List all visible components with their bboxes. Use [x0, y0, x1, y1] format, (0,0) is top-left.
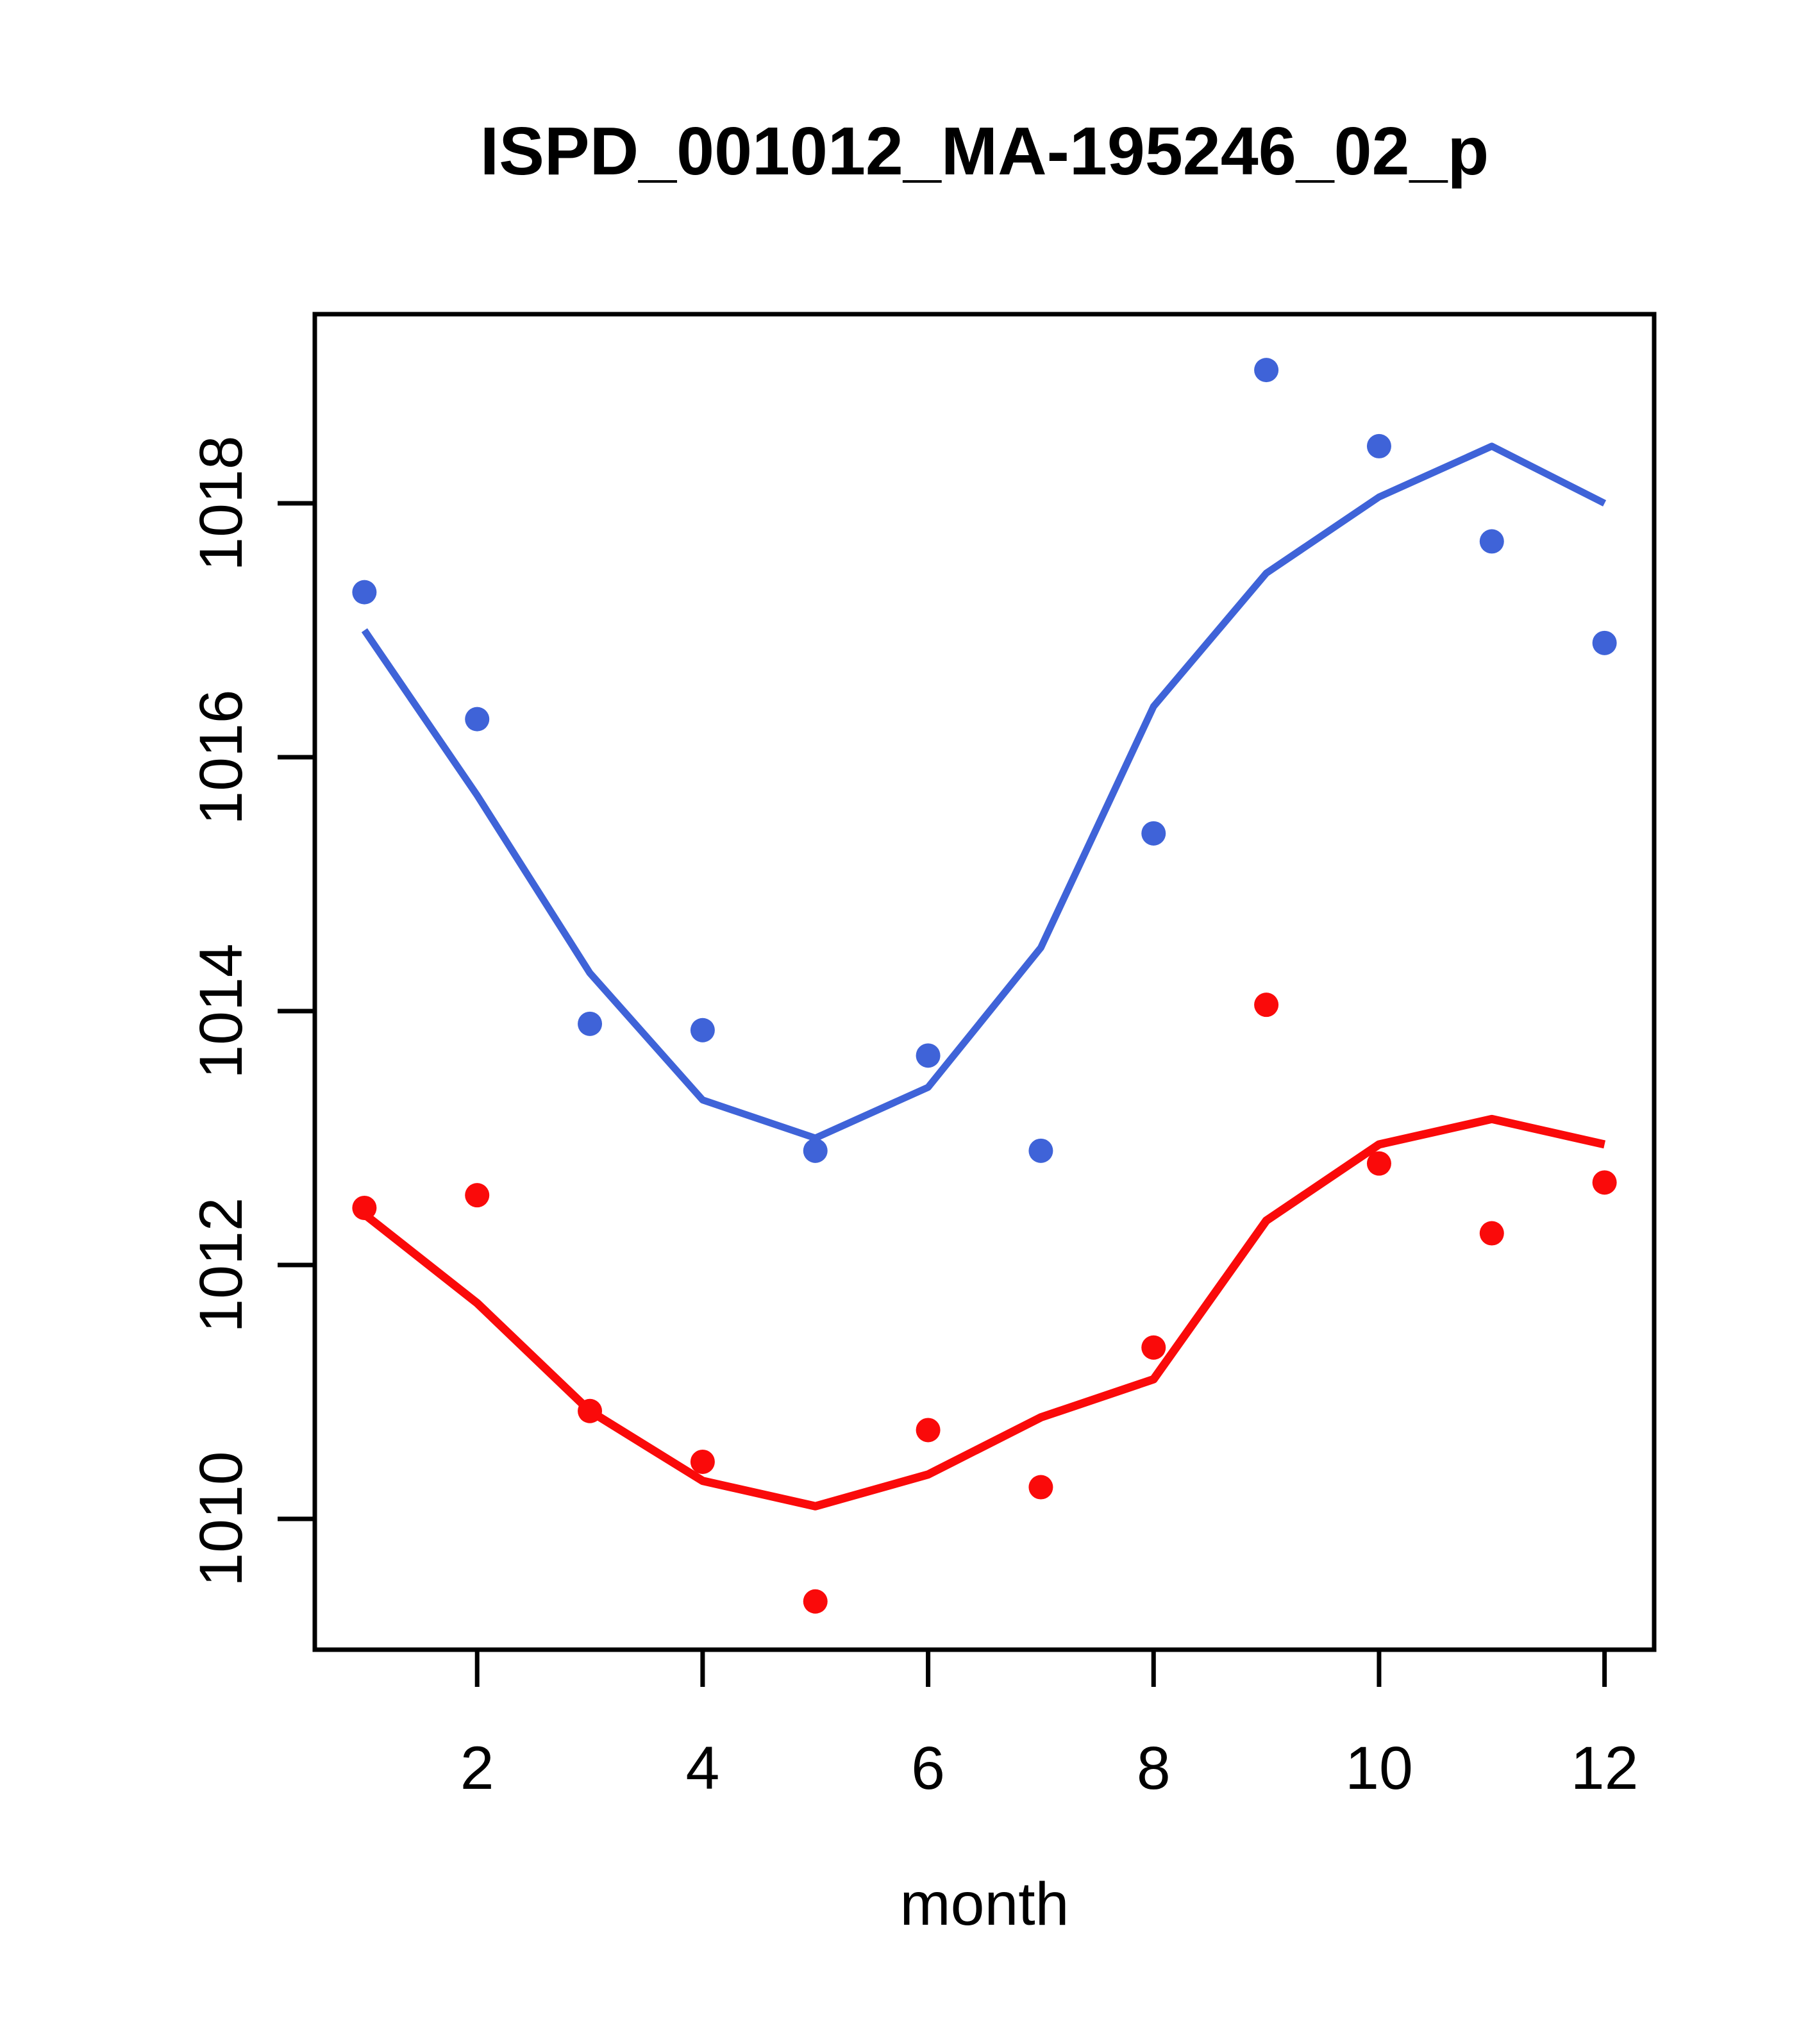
x-tick-label: 4 [685, 1734, 719, 1802]
data-point [1141, 1335, 1166, 1360]
x-tick-label: 10 [1345, 1734, 1413, 1802]
x-axis-label: month [900, 1870, 1069, 1938]
chart-title: ISPD_001012_MA-195246_02_p [480, 113, 1489, 189]
series-1-line [361, 442, 1607, 1142]
data-point [803, 1138, 828, 1163]
data-point [1254, 358, 1279, 383]
y-tick-label: 1010 [187, 1451, 255, 1586]
x-tick-label: 8 [1137, 1734, 1171, 1802]
x-tick-label: 12 [1571, 1734, 1639, 1802]
data-point [803, 1589, 828, 1614]
data-point [916, 1418, 941, 1443]
x-tick-label: 2 [460, 1734, 494, 1802]
data-point [690, 1018, 715, 1043]
x-tick-label: 6 [911, 1734, 945, 1802]
data-series-layer [352, 358, 1617, 1614]
y-tick-label: 1018 [187, 435, 255, 571]
plot-border [312, 312, 1657, 1652]
data-point [1479, 529, 1504, 554]
data-point [1366, 1151, 1391, 1176]
data-point [352, 1195, 377, 1220]
data-point [1141, 821, 1166, 846]
data-point [1028, 1138, 1053, 1163]
data-point [465, 1183, 490, 1208]
data-point [916, 1043, 941, 1068]
x-axis-ticks: 2 4 6 8 10 12 [460, 1650, 1639, 1802]
data-point [1028, 1475, 1053, 1500]
y-axis-ticks: 1010 1012 1014 1016 1018 [187, 435, 315, 1587]
series-2-points [352, 993, 1617, 1614]
data-point [578, 1398, 603, 1423]
y-tick-label: 1012 [187, 1197, 255, 1332]
data-point [578, 1011, 603, 1036]
data-point [1254, 993, 1279, 1018]
data-point [1366, 433, 1391, 458]
plot-frame [312, 312, 1657, 1652]
y-tick-label: 1014 [187, 943, 255, 1078]
data-point [690, 1449, 715, 1474]
data-point [1479, 1221, 1504, 1246]
series-1-points [352, 358, 1617, 1163]
data-point [465, 707, 490, 732]
data-point [1592, 1170, 1617, 1195]
data-point [352, 580, 377, 605]
y-tick-label: 1016 [187, 689, 255, 825]
data-point [1592, 630, 1617, 655]
series-2-line [362, 1114, 1606, 1511]
